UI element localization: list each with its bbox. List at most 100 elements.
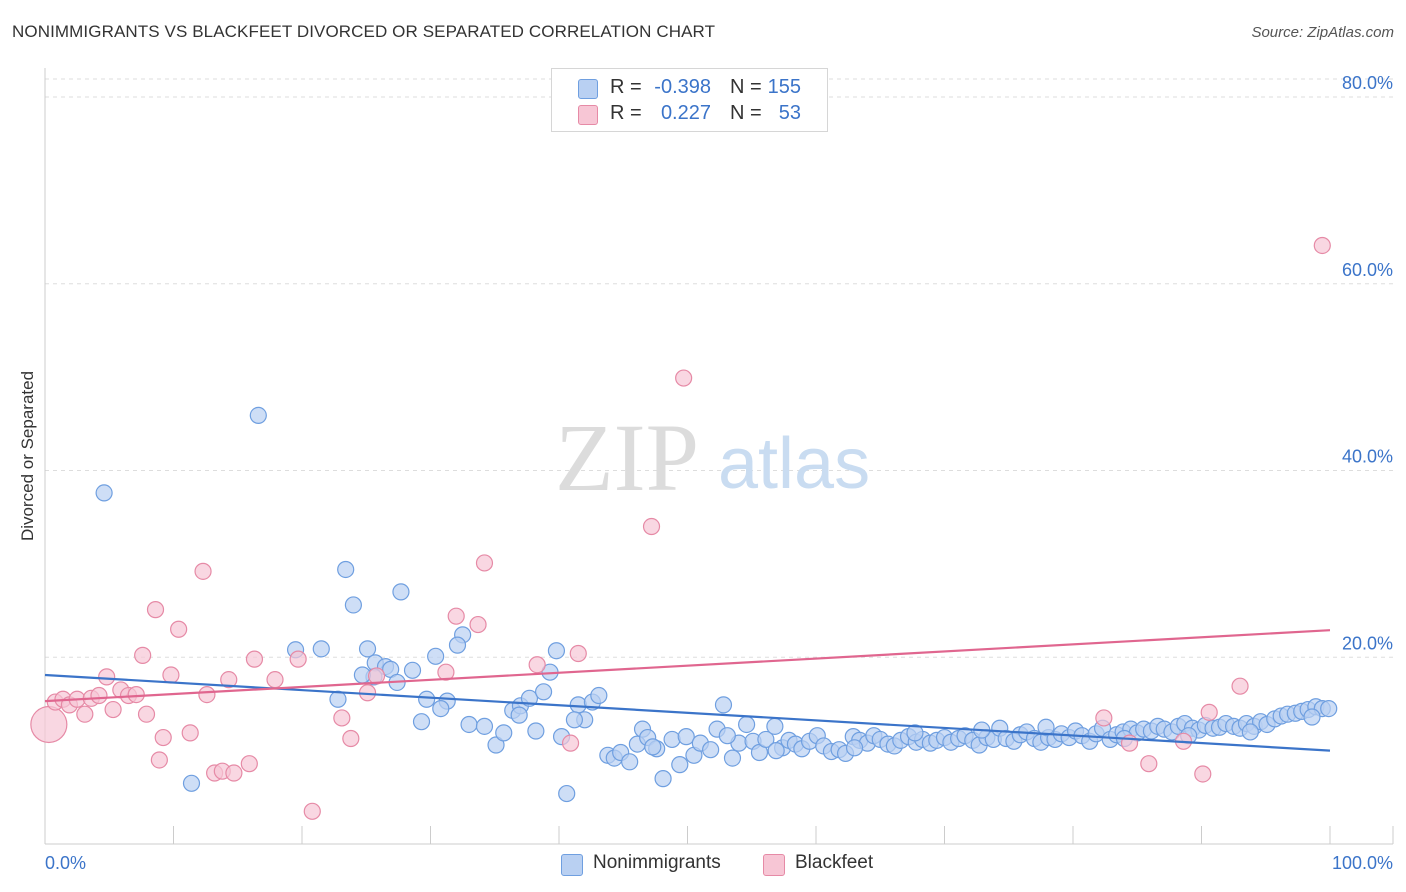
data-point-nonimmigrants: [495, 724, 513, 742]
data-point-blackfeet: [162, 666, 180, 684]
data-point-blackfeet: [30, 705, 68, 744]
data-point-nonimmigrants: [654, 770, 672, 788]
x-tick-label: 100.0%: [1332, 853, 1393, 873]
data-point-nonimmigrants: [510, 706, 528, 724]
bottom-legend-label-blackfeet: Blackfeet: [795, 852, 874, 873]
series-blackfeet: [30, 236, 1331, 820]
data-point-nonimmigrants: [1241, 723, 1259, 741]
data-point-blackfeet: [220, 671, 238, 689]
source-label: Source: ZipAtlas.com: [1251, 24, 1394, 41]
data-point-blackfeet: [528, 656, 546, 674]
data-point-nonimmigrants: [702, 741, 720, 759]
legend-r-label: R =: [610, 102, 642, 124]
data-point-nonimmigrants: [621, 753, 639, 771]
data-point-blackfeet: [127, 685, 145, 704]
data-point-blackfeet: [146, 601, 165, 619]
data-point-nonimmigrants: [534, 683, 553, 701]
data-point-blackfeet: [150, 751, 168, 769]
data-point-nonimmigrants: [358, 640, 377, 658]
data-point-nonimmigrants: [337, 560, 355, 579]
data-point-blackfeet: [1200, 703, 1218, 721]
data-point-blackfeet: [1313, 236, 1331, 255]
data-point-blackfeet: [303, 802, 321, 820]
legend-n-value: 155: [767, 76, 801, 98]
y-tick-label: 80.0%: [1342, 73, 1393, 93]
data-point-nonimmigrants: [487, 736, 505, 754]
data-point-nonimmigrants: [344, 596, 362, 614]
data-point-nonimmigrants: [723, 749, 742, 767]
chart-title: NONIMMIGRANTS VS BLACKFEET DIVORCED OR S…: [12, 22, 716, 41]
legend-n-label: N =: [730, 76, 762, 98]
data-point-blackfeet: [90, 686, 108, 705]
data-point-nonimmigrants: [403, 661, 422, 679]
data-point-blackfeet: [98, 668, 116, 686]
watermark-zip: ZIP: [555, 404, 699, 511]
data-point-blackfeet: [475, 554, 494, 572]
legend-swatch-nonimmigrants: [578, 79, 598, 99]
data-point-blackfeet: [225, 764, 243, 782]
data-point-blackfeet: [1140, 755, 1158, 773]
gridlines: [45, 78, 1393, 658]
data-point-nonimmigrants: [569, 696, 587, 714]
data-point-blackfeet: [240, 755, 258, 773]
legend-r-label: R =: [610, 76, 642, 98]
legend-n-label: N =: [730, 102, 762, 124]
data-point-nonimmigrants: [558, 784, 576, 803]
data-point-nonimmigrants: [906, 724, 924, 742]
data-point-blackfeet: [198, 685, 216, 704]
data-point-nonimmigrants: [249, 406, 267, 425]
data-point-nonimmigrants: [460, 715, 478, 734]
data-point-nonimmigrants: [677, 728, 695, 746]
data-point-nonimmigrants: [1037, 718, 1055, 736]
data-point-nonimmigrants: [590, 686, 608, 705]
data-point-nonimmigrants: [767, 742, 785, 760]
legend-r-value: 0.227: [660, 102, 711, 124]
series-nonimmigrants: [95, 406, 1338, 803]
data-point-blackfeet: [1095, 709, 1113, 727]
data-point-nonimmigrants: [427, 647, 445, 665]
data-point-blackfeet: [469, 615, 487, 634]
data-point-nonimmigrants: [432, 700, 450, 718]
data-point-nonimmigrants: [845, 739, 864, 757]
watermark: ZIP atlas: [555, 404, 870, 511]
data-point-nonimmigrants: [182, 774, 201, 792]
data-point-blackfeet: [137, 705, 156, 723]
legend-swatch-blackfeet: [578, 105, 598, 125]
watermark-atlas: atlas: [718, 424, 870, 504]
data-point-blackfeet: [561, 734, 580, 752]
y-axis-label: Divorced or Separated: [18, 371, 37, 541]
x-tick-labels: 0.0% 100.0%: [45, 853, 1393, 873]
data-point-nonimmigrants: [757, 730, 775, 749]
data-point-blackfeet: [642, 517, 661, 536]
data-point-nonimmigrants: [565, 711, 584, 729]
data-point-nonimmigrants: [312, 640, 330, 658]
y-tick-label: 60.0%: [1342, 260, 1393, 280]
bottom-legend-swatch-nonimmigrants: [561, 854, 583, 876]
data-point-nonimmigrants: [392, 583, 410, 601]
data-point-nonimmigrants: [718, 727, 736, 745]
data-point-blackfeet: [194, 562, 212, 580]
data-point-blackfeet: [170, 620, 188, 638]
legend-box: R = -0.398 N = 155 R = 0.227 N = 53: [551, 68, 828, 132]
data-point-nonimmigrants: [1303, 708, 1321, 726]
data-point-nonimmigrants: [412, 713, 431, 731]
data-point-nonimmigrants: [418, 690, 436, 708]
data-point-nonimmigrants: [644, 738, 662, 756]
data-point-nonimmigrants: [547, 642, 566, 660]
data-point-blackfeet: [181, 724, 199, 742]
data-point-blackfeet: [447, 607, 465, 625]
data-point-nonimmigrants: [1320, 700, 1338, 718]
data-point-nonimmigrants: [95, 484, 113, 502]
data-point-blackfeet: [1231, 677, 1249, 695]
data-point-nonimmigrants: [663, 730, 681, 749]
data-point-nonimmigrants: [671, 756, 689, 774]
legend-row-nonimmigrants: R = -0.398 N = 155: [552, 76, 827, 102]
legend-r-value: -0.398: [654, 76, 711, 98]
data-point-blackfeet: [342, 729, 360, 748]
data-point-blackfeet: [1194, 765, 1212, 783]
data-point-blackfeet: [154, 728, 172, 747]
bottom-legend-label-nonimmigrants: Nonimmigrants: [593, 852, 721, 873]
data-point-blackfeet: [289, 650, 307, 668]
y-tick-label: 40.0%: [1342, 447, 1393, 467]
